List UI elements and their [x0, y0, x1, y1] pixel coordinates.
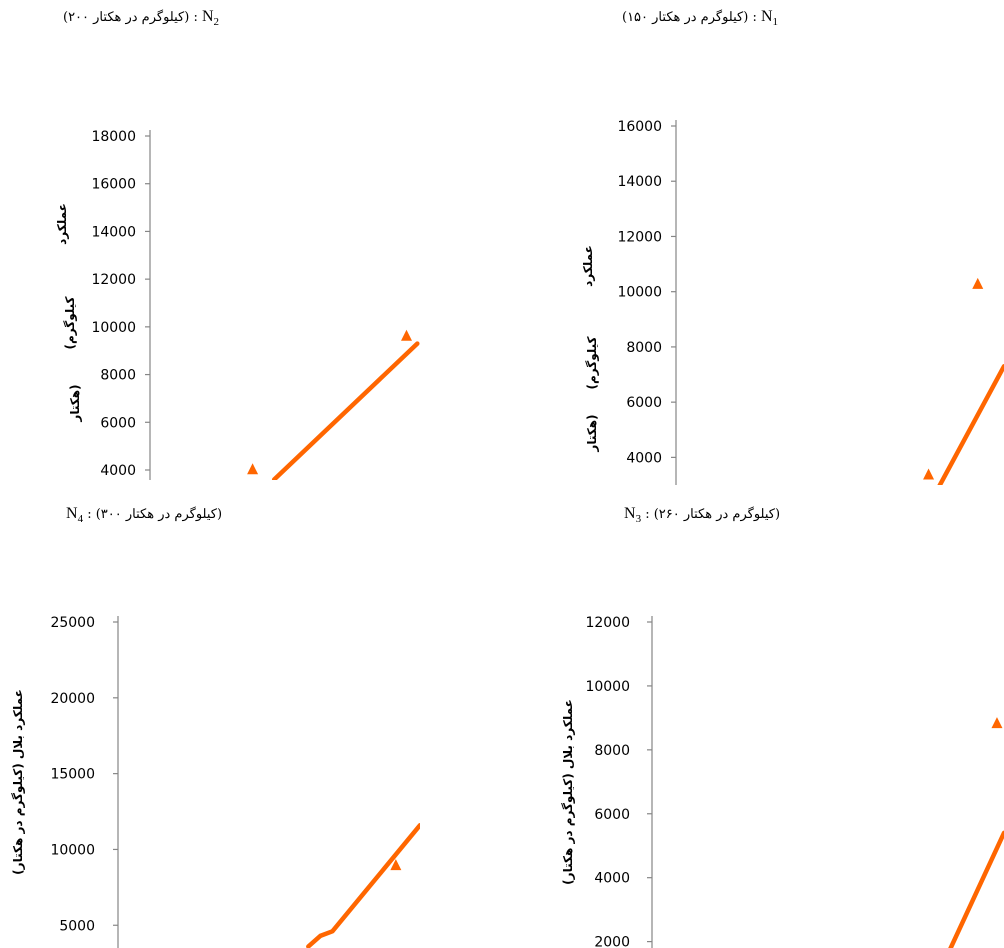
y-tick-label: 6000	[626, 395, 662, 411]
caption-n4-text: : (۳۰۰ کیلوگرم در هکتار)	[87, 507, 223, 522]
data-point-triangle	[247, 463, 259, 475]
y-tick-label: 16000	[617, 119, 662, 135]
caption-n4: N4 : (۳۰۰ کیلوگرم در هکتار)	[66, 505, 222, 525]
y-tick-label: 10000	[585, 679, 630, 695]
trend-line	[271, 341, 420, 480]
y-axis-label-part: (کیلوگرم	[63, 296, 78, 349]
trend-line	[937, 364, 1004, 485]
chart-n2: 4000 6000 8000 10000 12000 14000 16000 18000 عمل…	[55, 129, 420, 480]
caption-n4-symbol: N4	[66, 505, 84, 526]
y-axis-label-part: هکتار)	[585, 414, 599, 452]
caption-n2: (۲۰۰ کیلوگرم در هکتار) : N2	[63, 8, 219, 28]
y-tick-label: 12000	[585, 615, 630, 631]
data-point-triangle	[923, 468, 935, 480]
y-axis-label: عملکرد بلال (کیلوگرم در هکتار)	[561, 699, 576, 885]
y-tick-label: 18000	[91, 129, 136, 145]
y-axis-label-part: هکتار)	[68, 384, 82, 422]
y-axis-label-part: (کیلوگرم	[585, 336, 600, 389]
y-tick-label: 6000	[100, 415, 136, 431]
y-tick-label: 2000	[594, 935, 630, 948]
y-axis-label: عملکرد بلال (کیلوگرم در هکتار)	[11, 689, 26, 875]
y-tick-label: 14000	[617, 174, 662, 190]
caption-n1: (۱۵۰ کیلوگرم در هکتار) : N1	[622, 8, 778, 28]
caption-n3-symbol: N3	[624, 505, 642, 526]
y-tick-label: 20000	[50, 691, 95, 707]
y-tick-label: 8000	[594, 743, 630, 759]
y-tick-label: 4000	[626, 450, 662, 466]
y-tick-label: 25000	[50, 615, 95, 631]
caption-n2-symbol: N2	[201, 8, 220, 29]
trend-line	[306, 822, 420, 948]
y-axis-label-part: عملکرد	[581, 245, 595, 287]
y-tick-label: 16000	[91, 177, 136, 193]
y-tick-label: 15000	[50, 767, 95, 783]
y-tick-label: 8000	[626, 340, 662, 356]
caption-n2-text: (۲۰۰ کیلوگرم در هکتار) :	[63, 10, 198, 25]
trend-line	[948, 830, 1004, 948]
y-axis-label-part: عملکرد	[55, 203, 69, 245]
y-tick-label: 10000	[91, 320, 136, 336]
chart-n1: 4000 6000 8000 10000 12000 14000 16000 عملکرد (ک…	[581, 119, 1004, 485]
caption-n1-text: (۱۵۰ کیلوگرم در هکتار) :	[622, 10, 757, 25]
caption-n3-text: : (۲۶۰ کیلوگرم در هکتار)	[645, 507, 781, 522]
data-point-triangle	[972, 277, 984, 289]
y-tick-label: 14000	[91, 224, 136, 240]
data-point-triangle	[390, 859, 402, 871]
y-tick-label: 10000	[50, 842, 95, 858]
y-tick-label: 5000	[59, 918, 95, 934]
y-tick-label: 6000	[594, 807, 630, 823]
data-point-triangle	[991, 717, 1003, 729]
y-tick-label: 12000	[617, 229, 662, 245]
y-tick-label: 4000	[594, 871, 630, 887]
chart-n4: 5000 10000 15000 20000 25000 عملکرد بلال (کیل…	[11, 615, 420, 948]
chart-n3: 2000 4000 6000 8000 10000 12000 عملکرد بلال (ک…	[561, 615, 1004, 948]
y-tick-label: 10000	[617, 285, 662, 301]
y-tick-label: 12000	[91, 272, 136, 288]
caption-n3: N3 : (۲۶۰ کیلوگرم در هکتار)	[624, 505, 780, 525]
y-tick-label: 4000	[100, 463, 136, 479]
caption-n1-symbol: N1	[760, 8, 779, 29]
data-point-triangle	[401, 329, 412, 341]
y-tick-label: 8000	[100, 368, 136, 384]
